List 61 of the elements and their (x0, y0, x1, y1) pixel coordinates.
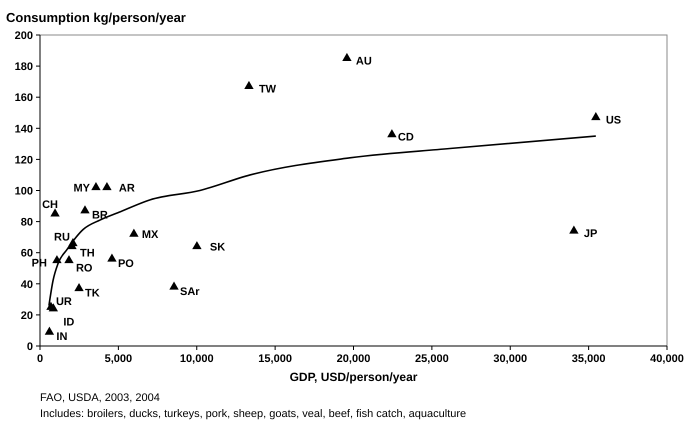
point (244, 80, 254, 90)
y-tick-label: 120 (14, 154, 33, 166)
point (48, 303, 58, 312)
y-tick-label: 160 (14, 92, 33, 104)
x-tick-label: 5,000 (104, 353, 132, 365)
x-tick-label: 15,000 (258, 353, 292, 365)
chart-title: Consumption kg/person/year (6, 10, 186, 25)
point (129, 228, 139, 237)
point (80, 205, 90, 214)
annotation: RO (76, 262, 93, 274)
y-tick-label: 140 (14, 123, 33, 136)
point (44, 326, 54, 335)
point (192, 241, 202, 250)
annotation: TK (85, 287, 100, 300)
point (74, 283, 84, 292)
y-tick-label: 0 (26, 341, 33, 353)
annotation: JP (584, 228, 598, 240)
annotation: TH (80, 247, 95, 260)
x-tick-label: 35,000 (572, 353, 606, 365)
x-tick-label: 30,000 (493, 353, 528, 365)
point (569, 226, 579, 234)
x-tick-label: 25,000 (415, 353, 449, 365)
point (591, 112, 601, 120)
annotation: AR (118, 182, 135, 194)
annotation: US (606, 114, 622, 126)
x-tick-label: 40,000 (650, 353, 684, 365)
annotation: MX (142, 229, 160, 242)
point (107, 254, 117, 262)
annotation: SAr (180, 286, 200, 298)
annotation: ID (63, 316, 74, 329)
y-tick-label: 100 (14, 186, 33, 198)
x-axis-title: GDP, USD/person/year (290, 370, 418, 384)
x-tick-label: 10,000 (180, 353, 214, 365)
annotation: CD (398, 132, 414, 144)
point (50, 208, 60, 217)
annotation: BR (92, 210, 108, 222)
y-tick-label: 20 (20, 310, 33, 322)
annotation: AU (356, 55, 372, 68)
point (169, 282, 179, 290)
annotation: SK (210, 241, 226, 254)
point (64, 255, 74, 264)
annotation: PO (118, 258, 134, 270)
y-tick-label: 60 (20, 248, 33, 260)
point (342, 52, 352, 62)
annotation: UR (56, 296, 72, 308)
y-tick-label: 80 (20, 216, 33, 229)
y-tick-label: 40 (20, 278, 33, 291)
point (91, 182, 101, 190)
text: Includes: broilers, ducks, turkeys, pork, sheep, goats, veal, beef, fish catch, aquaculture (40, 408, 466, 420)
text: FAO, USDA, 2003, 2004 (40, 392, 160, 404)
annotation: TW (258, 83, 277, 96)
point (387, 129, 397, 138)
annotation: IN (56, 331, 68, 344)
annotation: RU (54, 231, 70, 244)
x-tick-label: 20,000 (336, 353, 370, 365)
y-tick-label: 180 (14, 61, 33, 74)
annotation: CH (42, 198, 58, 211)
x-tick-label: 0 (36, 353, 44, 365)
y-tick-label: 200 (14, 30, 33, 42)
annotation: MY (73, 182, 91, 194)
point (102, 182, 112, 190)
